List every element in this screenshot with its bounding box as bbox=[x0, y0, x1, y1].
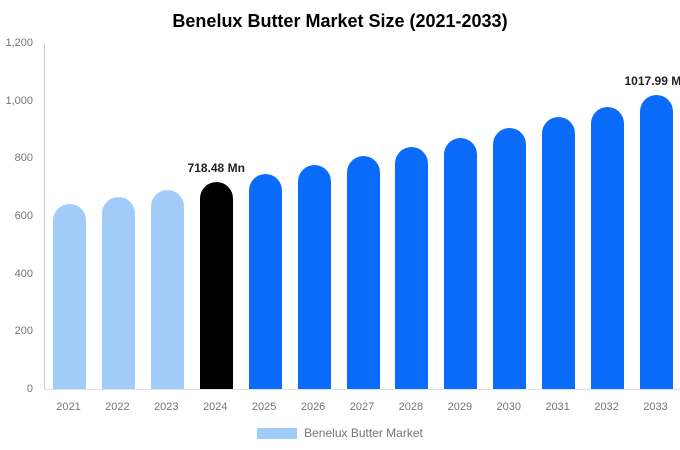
y-tick-label: 600 bbox=[14, 210, 33, 222]
bar-2031[interactable] bbox=[542, 117, 576, 389]
data-label-2033: 1017.99 Mn bbox=[624, 74, 680, 89]
x-tick-label-2031: 2031 bbox=[545, 401, 570, 413]
x-tick-label-2030: 2030 bbox=[496, 401, 521, 413]
y-tick-label: 800 bbox=[14, 152, 33, 165]
bar-2023[interactable] bbox=[150, 189, 184, 389]
x-tick-label-2033: 2033 bbox=[643, 401, 668, 413]
x-tick-label-2027: 2027 bbox=[349, 401, 375, 413]
legend-swatch-icon bbox=[257, 428, 298, 439]
y-tick-label: 1,000 bbox=[5, 94, 33, 107]
bar-2026[interactable] bbox=[297, 165, 331, 389]
x-tick-label-2025: 2025 bbox=[251, 401, 277, 413]
y-axis: 1,200 1,000 800 600 400 200 0 bbox=[0, 37, 33, 395]
bar-2028[interactable] bbox=[395, 147, 429, 389]
bar-2021[interactable] bbox=[52, 204, 86, 389]
x-axis: 2021 2022 2023 2024 2025 2026 2027 2028 2029 2030… bbox=[44, 400, 680, 414]
y-tick-label: 0 bbox=[26, 383, 33, 395]
legend-item-benelux-butter-market[interactable]: Benelux Butter Market bbox=[257, 426, 423, 441]
x-tick-label-2029: 2029 bbox=[447, 401, 473, 413]
bar-2030[interactable] bbox=[493, 127, 527, 389]
y-tick-label: 200 bbox=[14, 325, 33, 338]
bar-2033[interactable] bbox=[640, 95, 674, 389]
x-tick-label-2021: 2021 bbox=[56, 401, 81, 413]
legend: Benelux Butter Market bbox=[0, 426, 680, 441]
bar-2022[interactable] bbox=[101, 197, 135, 389]
bar-2029[interactable] bbox=[444, 137, 478, 389]
x-tick-label-2026: 2026 bbox=[300, 401, 326, 413]
x-tick-label-2024: 2024 bbox=[202, 401, 228, 413]
plot-area: 718.48 Mn 1017.99 Mn bbox=[44, 43, 680, 390]
y-tick-label: 400 bbox=[14, 267, 33, 280]
x-tick-label-2028: 2028 bbox=[398, 401, 424, 413]
legend-label: Benelux Butter Market bbox=[304, 426, 423, 440]
bar-2032[interactable] bbox=[591, 106, 625, 389]
bar-2025[interactable] bbox=[248, 173, 282, 389]
x-tick-label-2023: 2023 bbox=[154, 401, 179, 413]
bar-2027[interactable] bbox=[346, 156, 380, 389]
y-tick-label: 1,200 bbox=[5, 37, 33, 49]
chart-title: Benelux Butter Market Size (2021-2033) bbox=[172, 11, 508, 31]
x-tick-label-2022: 2022 bbox=[105, 401, 130, 413]
bar-2024[interactable] bbox=[199, 181, 233, 389]
x-tick-label-2032: 2032 bbox=[594, 401, 619, 413]
data-label-2024: 718.48 Mn bbox=[187, 160, 245, 175]
